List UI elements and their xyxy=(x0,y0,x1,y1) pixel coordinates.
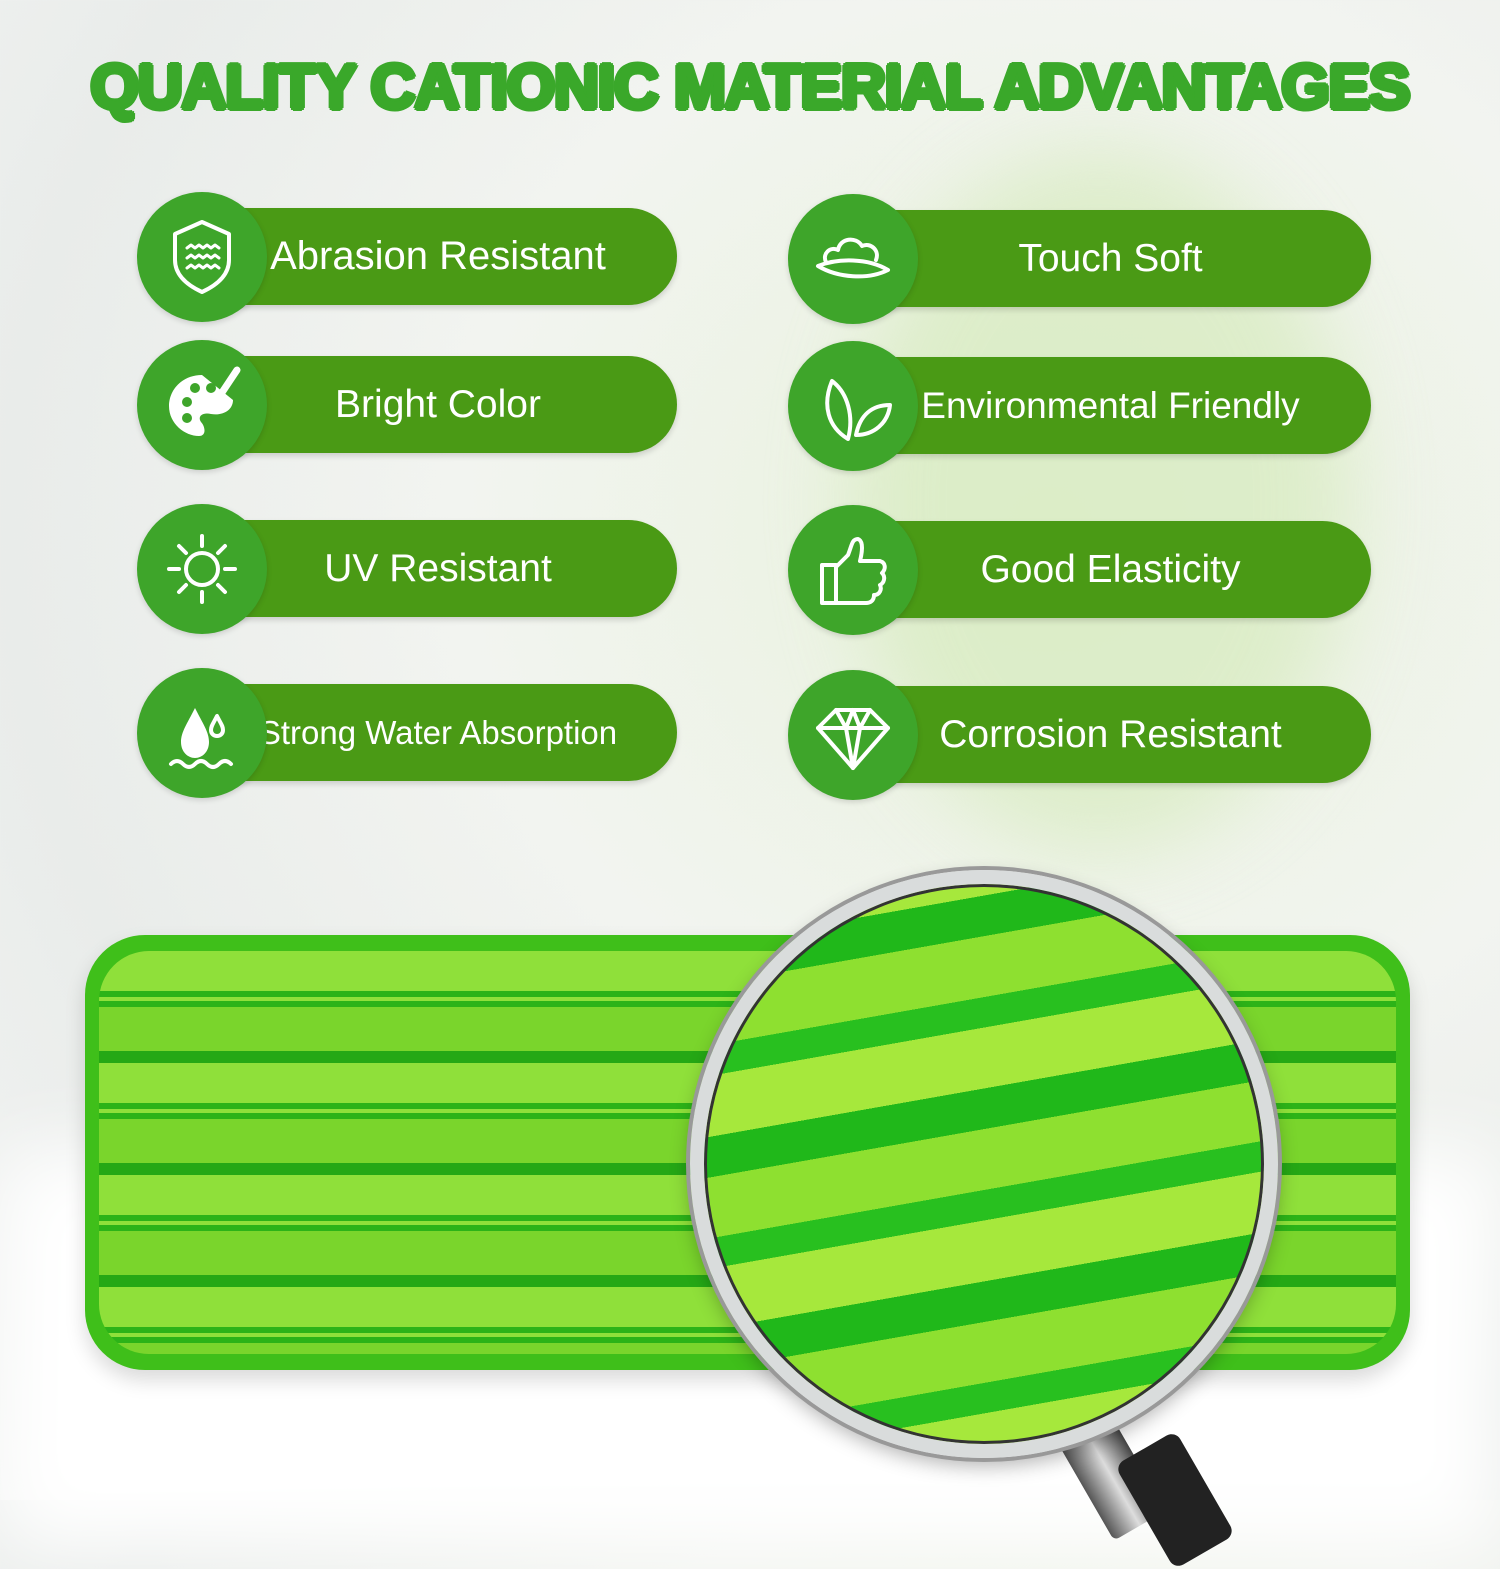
thumbs-up-icon xyxy=(788,505,918,635)
feature-label: UV Resistant xyxy=(199,520,677,617)
feature-label: Good Elasticity xyxy=(850,521,1371,618)
feature-label: Environmental Friendly xyxy=(850,357,1371,454)
magnifier-lens xyxy=(690,870,1278,1458)
sun-icon xyxy=(137,504,267,634)
feature-label: Bright Color xyxy=(199,356,677,453)
shield-waves-icon xyxy=(137,192,267,322)
page-title: QUALITY CATIONIC MATERIAL ADVANTAGES xyxy=(89,52,1412,124)
feature-label: Abrasion Resistant xyxy=(199,208,677,305)
feature-label: Strong Water Absorption xyxy=(199,684,677,781)
feature-label: Touch Soft xyxy=(850,210,1371,307)
water-drop-icon xyxy=(137,668,267,798)
leaf-icon xyxy=(788,341,918,471)
diamond-icon xyxy=(788,670,918,800)
palette-brush-icon xyxy=(137,340,267,470)
cloud-icon xyxy=(788,194,918,324)
feature-label: Corrosion Resistant xyxy=(850,686,1371,783)
